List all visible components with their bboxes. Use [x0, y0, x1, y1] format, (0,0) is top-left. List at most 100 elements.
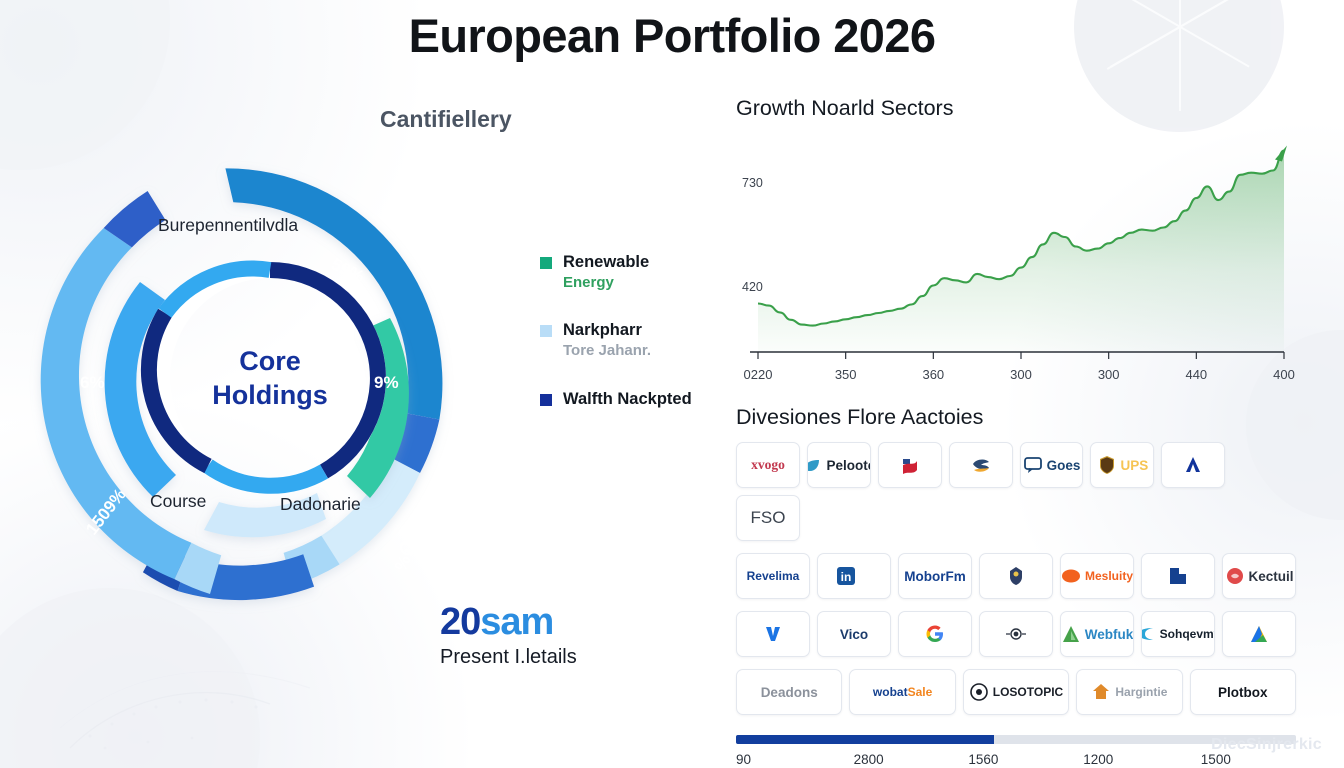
donut-label-outer-bottom-right: ق355% — [390, 514, 431, 573]
swirl-icon — [972, 459, 989, 472]
logo-card-flag-mark[interactable] — [877, 442, 942, 488]
logo-card-chat-bubble[interactable]: Goes — [1019, 442, 1084, 488]
logo-label: Mesluity — [1085, 569, 1134, 583]
logo-card-vico[interactable]: Vico — [817, 611, 891, 657]
logo-card-google-g[interactable] — [898, 611, 972, 657]
y-tick-1: 420 — [742, 280, 763, 294]
chart-plot-area — [757, 145, 1287, 352]
logo-card-ups-shield[interactable]: UPS — [1090, 442, 1155, 488]
dot-icon — [1062, 569, 1080, 583]
legend-item-renewable-energy[interactable]: Renewable Energy — [540, 252, 730, 292]
tri-icon — [1251, 626, 1267, 642]
brand-logo: 20sam — [440, 603, 577, 641]
watermark: DiecSinjrerkic — [1211, 736, 1322, 753]
logo-label: Webfuk — [1084, 626, 1134, 642]
logo-card-deadons[interactable]: Deadons — [736, 669, 843, 715]
donut-label-mid-right: 9% — [374, 373, 399, 392]
logo-card-lambda-mark[interactable] — [1161, 442, 1226, 488]
wave-icon — [1142, 628, 1153, 640]
y-tick-0: 730 — [742, 176, 763, 190]
donut-center-line-2: Holdings — [212, 380, 328, 410]
logo-label: Revelima — [746, 569, 800, 583]
logo-card-linkedin-like[interactable]: in in — [817, 553, 891, 599]
donut-center-line-1: Core — [239, 346, 301, 376]
logo-card-xvogo[interactable]: xvogo — [736, 442, 800, 488]
donut-heading: Cantifiellery — [380, 106, 512, 132]
logo-label: MoborFm — [904, 568, 966, 584]
logo-card-moborfm[interactable]: MoborFm — [898, 553, 972, 599]
logo-card-v-mark[interactable] — [736, 611, 810, 657]
x-tick-label: 440 — [1185, 367, 1207, 382]
puzzle-icon — [1170, 568, 1186, 584]
logo-label: Deadons — [760, 684, 818, 700]
logo-card-puzzle-mark[interactable] — [1141, 553, 1215, 599]
legend-label-sub: Tore Jahanr. — [563, 342, 652, 360]
page-title: European Portfolio 2026 — [408, 9, 936, 62]
donut-label-mid-left: 6% — [80, 373, 105, 392]
crest-icon — [1010, 567, 1022, 585]
x-tick-label: 400 — [1273, 367, 1295, 382]
donut-svg: 59% 6% 9% ق355% 1509% — [40, 168, 443, 601]
logo-card-sohqevmy[interactable]: Sohqevmy — [1141, 611, 1215, 657]
logo-card-mesluity[interactable]: Mesluity — [1060, 553, 1134, 599]
logo-card-plotbox[interactable]: Plotbox — [1189, 669, 1296, 715]
logo-row-3: Vico Webfuk Sohqevmy — [736, 611, 1296, 657]
shield-icon — [1099, 456, 1114, 474]
flag-icon — [902, 459, 917, 474]
donut-note-1: Course — [150, 491, 207, 511]
logo-label: Peloote — [826, 457, 871, 473]
progress-tick: 1200 — [1083, 752, 1114, 767]
logo-row-1: xvogo Peloote Goes UPS FSO — [736, 442, 1296, 541]
logos-section-title: Divesiones Flore Aactoies — [736, 405, 984, 429]
logo-card-hargintie[interactable]: Hargintie — [1076, 669, 1183, 715]
x-tick-label: 0220 — [744, 367, 773, 382]
x-axis-ticks — [757, 352, 1285, 359]
brand-block: 20sam Present I.letails — [440, 603, 577, 669]
logo-label: FSO — [750, 508, 786, 527]
logo-card-crest-mark[interactable] — [979, 553, 1053, 599]
logo-card-swirl-mark[interactable] — [948, 442, 1013, 488]
logo-card-webfuk[interactable]: Webfuk — [1060, 611, 1134, 657]
donut-panel: Cantifiellery — [0, 88, 728, 768]
logo-label: wobatSale — [872, 685, 933, 699]
x-tick-label: 300 — [1010, 367, 1032, 382]
logo-label: Sohqevmy — [1159, 627, 1215, 641]
progress-tick: 1500 — [1200, 752, 1231, 767]
progress-bar-fill — [736, 735, 994, 744]
logo-label: Vico — [839, 626, 869, 642]
progress-tick: 90 — [736, 752, 752, 767]
progress-bar-track[interactable] — [736, 735, 1296, 744]
logo-label: in — [860, 568, 872, 584]
logo-label: xvogo — [751, 457, 785, 472]
logo-row-2: Revelima in in MoborFm Mesluity Kectuil — [736, 553, 1296, 599]
logo-card-losotopic[interactable]: LOSOTOPIC — [962, 669, 1070, 715]
logo-card-fso[interactable]: FSO — [736, 495, 800, 541]
legend-item-walfth-nackpted[interactable]: Walfth Nackpted — [540, 389, 730, 410]
logo-label: Goes — [1046, 457, 1081, 473]
logo-card-circle-seal[interactable] — [979, 611, 1053, 657]
leaf-icon — [807, 460, 820, 471]
chart-arrow-icon — [1275, 145, 1287, 162]
right-panel: Growth Noarld Sectors 730 420 0220 350 360… — [736, 96, 1296, 768]
legend-label-sub: Energy — [563, 274, 614, 292]
progress-section: 90 2800 1560 1200 1500 — [736, 735, 1296, 768]
donut-legend: Renewable Energy Narkpharr Tore Jahanr. … — [540, 252, 730, 438]
growth-area-chart: 730 420 0220 350 360 300 300 440 400 — [736, 123, 1296, 391]
legend-item-narkpharr[interactable]: Narkpharr Tore Jahanr. — [540, 320, 730, 360]
svg-text:in: in — [841, 570, 852, 584]
logo-card-triangle-mark[interactable] — [1222, 611, 1296, 657]
rose-icon — [1226, 568, 1243, 584]
growth-chart-svg: 730 420 0220 350 360 300 300 440 400 — [742, 145, 1295, 382]
brand-subtitle: Present I.letails — [440, 646, 577, 668]
legend-label-main: Narkpharr — [563, 321, 642, 340]
logo-card-wobatsale[interactable]: wobatSale — [849, 669, 956, 715]
logo-label: LOSOTOPIC — [992, 685, 1064, 699]
square-icon: in — [837, 567, 855, 585]
logo-card-revelima[interactable]: Revelima — [736, 553, 810, 599]
bubble-icon — [1023, 457, 1042, 473]
logo-card-peloote[interactable]: Peloote — [806, 442, 871, 488]
logo-card-kectuil[interactable]: Kectuil — [1222, 553, 1296, 599]
chart-line — [757, 149, 1285, 327]
x-tick-label: 360 — [922, 367, 944, 382]
